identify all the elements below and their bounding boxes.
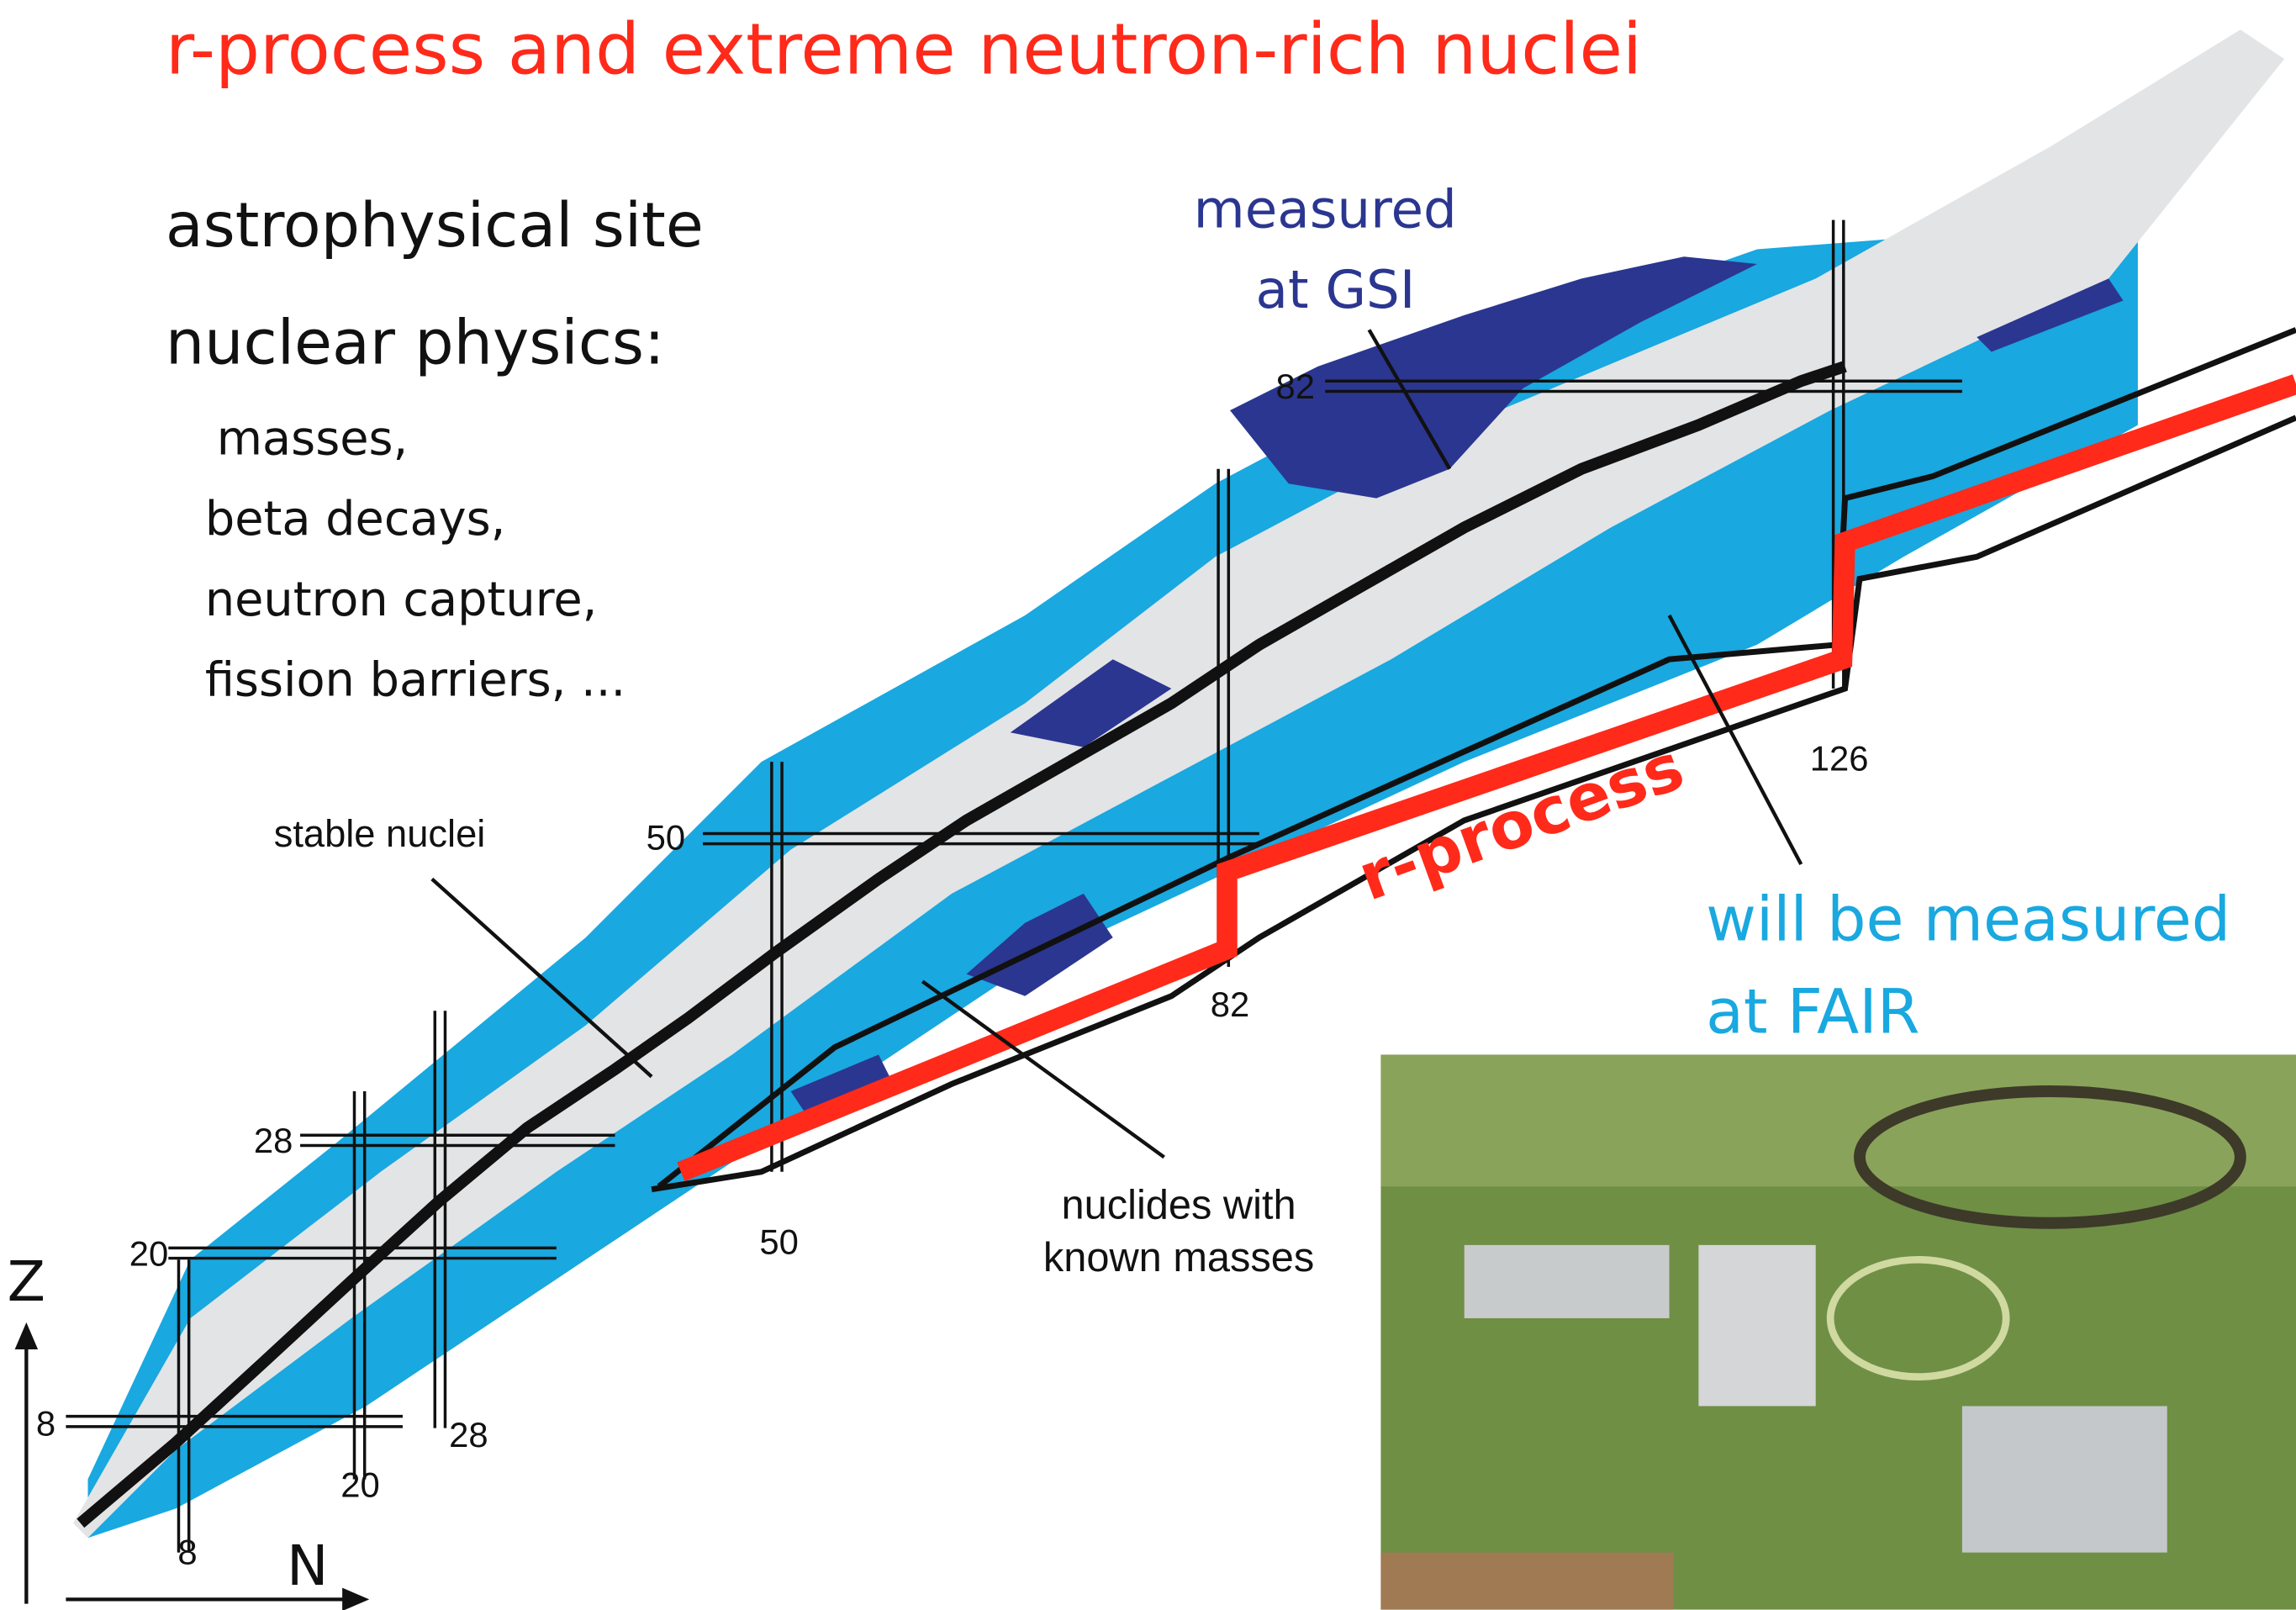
photo-ring	[1854, 1085, 2246, 1229]
pointer	[430, 877, 653, 1079]
gsi-patch	[966, 893, 1113, 996]
arrow-head	[14, 1322, 39, 1349]
heading: nuclear physics:	[166, 307, 665, 378]
z-magic: 8	[36, 1403, 55, 1443]
photo-building	[1464, 1244, 1670, 1318]
gsi-patch	[1010, 659, 1172, 747]
r-process-upper-bound	[657, 327, 2296, 1189]
pointers	[430, 329, 1803, 1159]
n-magic: 20	[340, 1465, 380, 1504]
photo-building	[1698, 1244, 1816, 1407]
gsi-patches	[790, 256, 2124, 1114]
known-label: known masses	[1043, 1235, 1314, 1280]
photo-field	[1380, 1054, 2296, 1187]
z-magic: 50	[647, 818, 685, 858]
item: neutron capture,	[205, 573, 598, 627]
pointer	[921, 979, 1165, 1159]
r-process-path	[677, 374, 2296, 1182]
z-magic: 20	[129, 1233, 169, 1273]
item: beta decays,	[205, 492, 506, 546]
n-magic: 28	[449, 1415, 488, 1454]
title: r-process and extreme neutron-rich nucle…	[166, 8, 1642, 91]
fair-label: will be measured	[1706, 884, 2230, 956]
fair-band	[87, 219, 2138, 1539]
item: masses,	[217, 411, 409, 466]
r-process-lower-bound	[651, 414, 2296, 1193]
n-magic: 8	[177, 1533, 197, 1572]
known-label: nuclides with	[1062, 1183, 1296, 1228]
z-axis-label: Z	[8, 1249, 45, 1314]
photo-track	[1826, 1255, 2010, 1380]
stable-label: stable nuclei	[274, 812, 486, 855]
arrow-head	[342, 1587, 370, 1610]
fair-photo	[1380, 1054, 2296, 1610]
photo-soil	[1380, 1552, 1674, 1610]
item: fission barriers, ...	[205, 653, 625, 708]
gsi-label: measured	[1194, 178, 1457, 240]
gsi-patch	[790, 1054, 894, 1114]
stable-line	[77, 361, 1847, 1528]
magic-lines	[66, 219, 1962, 1553]
fair-label: at FAIR	[1706, 976, 1920, 1048]
gsi-patch	[1977, 278, 2124, 352]
axes-arrows	[14, 1322, 370, 1610]
z-magic: 82	[1276, 367, 1316, 406]
photo-building	[1961, 1406, 2167, 1553]
n-magic: 50	[759, 1222, 799, 1261]
gsi-label: at GSI	[1256, 259, 1416, 320]
pointer	[1367, 329, 1452, 470]
gsi-patch	[1230, 256, 1758, 499]
n-magic: 126	[1810, 739, 1869, 779]
pointer	[1667, 614, 1803, 866]
n-axis-label: N	[287, 1533, 329, 1598]
heading: astrophysical site	[166, 190, 704, 261]
n-magic: 82	[1211, 984, 1250, 1024]
z-magic: 28	[254, 1121, 293, 1160]
